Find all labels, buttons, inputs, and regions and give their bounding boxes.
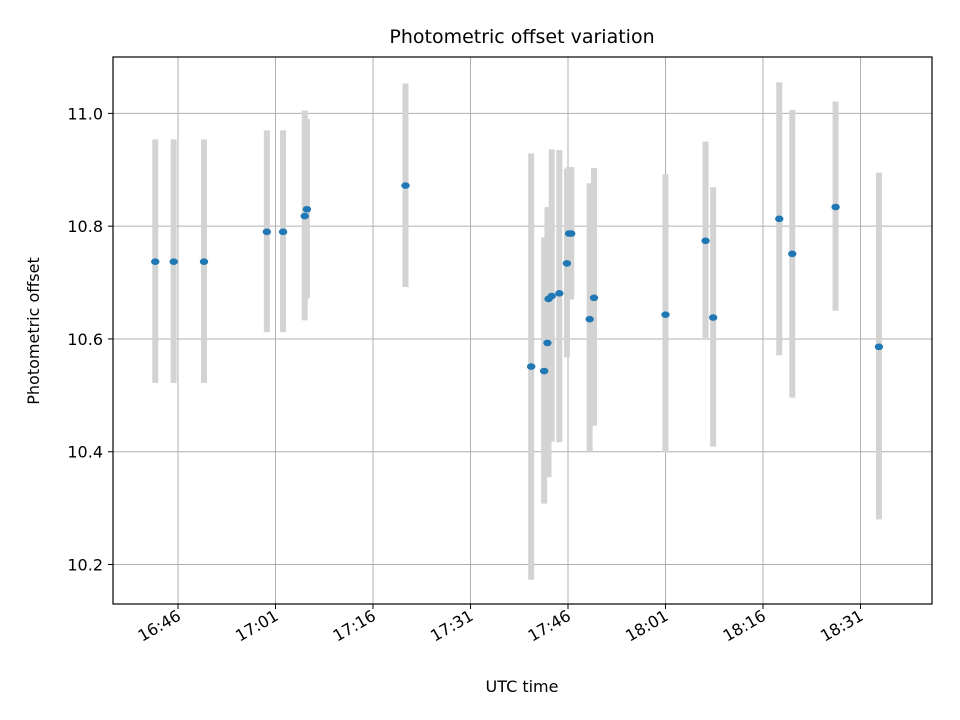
data-point <box>151 258 160 266</box>
data-point <box>562 260 572 267</box>
y-axis-title: Photometric offset <box>24 257 43 405</box>
data-point <box>788 250 797 258</box>
data-point <box>701 237 710 245</box>
data-point <box>547 292 556 300</box>
data-point <box>589 294 599 302</box>
data-point <box>278 228 288 236</box>
point-layer <box>151 182 884 375</box>
data-point <box>585 315 594 323</box>
plot-frame <box>112 56 933 605</box>
y-axis: 10.2 10.4 10.6 10.8 11.0 <box>67 104 113 575</box>
data-point <box>874 343 884 351</box>
y-tick-label: 10.8 <box>67 217 103 236</box>
data-point <box>262 228 272 236</box>
data-point <box>169 258 178 266</box>
x-axis-title: UTC time <box>486 677 559 696</box>
y-tick-label: 10.4 <box>67 443 103 462</box>
data-point <box>543 339 552 347</box>
data-point <box>661 311 670 319</box>
data-point <box>567 230 576 237</box>
data-point <box>526 363 536 370</box>
y-tick-label: 10.2 <box>67 556 103 575</box>
data-point <box>831 203 840 211</box>
data-point <box>555 289 564 297</box>
data-point <box>775 215 784 223</box>
data-point <box>401 182 410 189</box>
y-tick-label: 11.0 <box>67 104 103 123</box>
y-tick-label: 10.6 <box>67 330 103 349</box>
data-point <box>708 314 718 321</box>
data-point <box>199 258 209 266</box>
data-point <box>302 205 312 213</box>
data-point <box>539 367 549 375</box>
data-point <box>300 212 309 220</box>
chart-title: Photometric offset variation <box>389 26 654 48</box>
